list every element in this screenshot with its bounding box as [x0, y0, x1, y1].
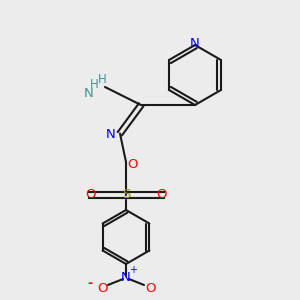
Text: N: N — [190, 37, 200, 50]
Text: H: H — [98, 73, 106, 86]
Text: O: O — [145, 281, 155, 295]
Text: N: N — [106, 128, 116, 142]
Text: O: O — [128, 158, 138, 172]
Text: O: O — [85, 188, 95, 202]
Text: S: S — [122, 188, 130, 202]
Text: +: + — [130, 265, 137, 275]
Text: O: O — [97, 281, 107, 295]
Text: N: N — [121, 271, 131, 284]
Text: H: H — [90, 77, 99, 91]
Text: N: N — [84, 86, 93, 100]
Text: O: O — [157, 188, 167, 202]
Text: -: - — [87, 277, 93, 290]
